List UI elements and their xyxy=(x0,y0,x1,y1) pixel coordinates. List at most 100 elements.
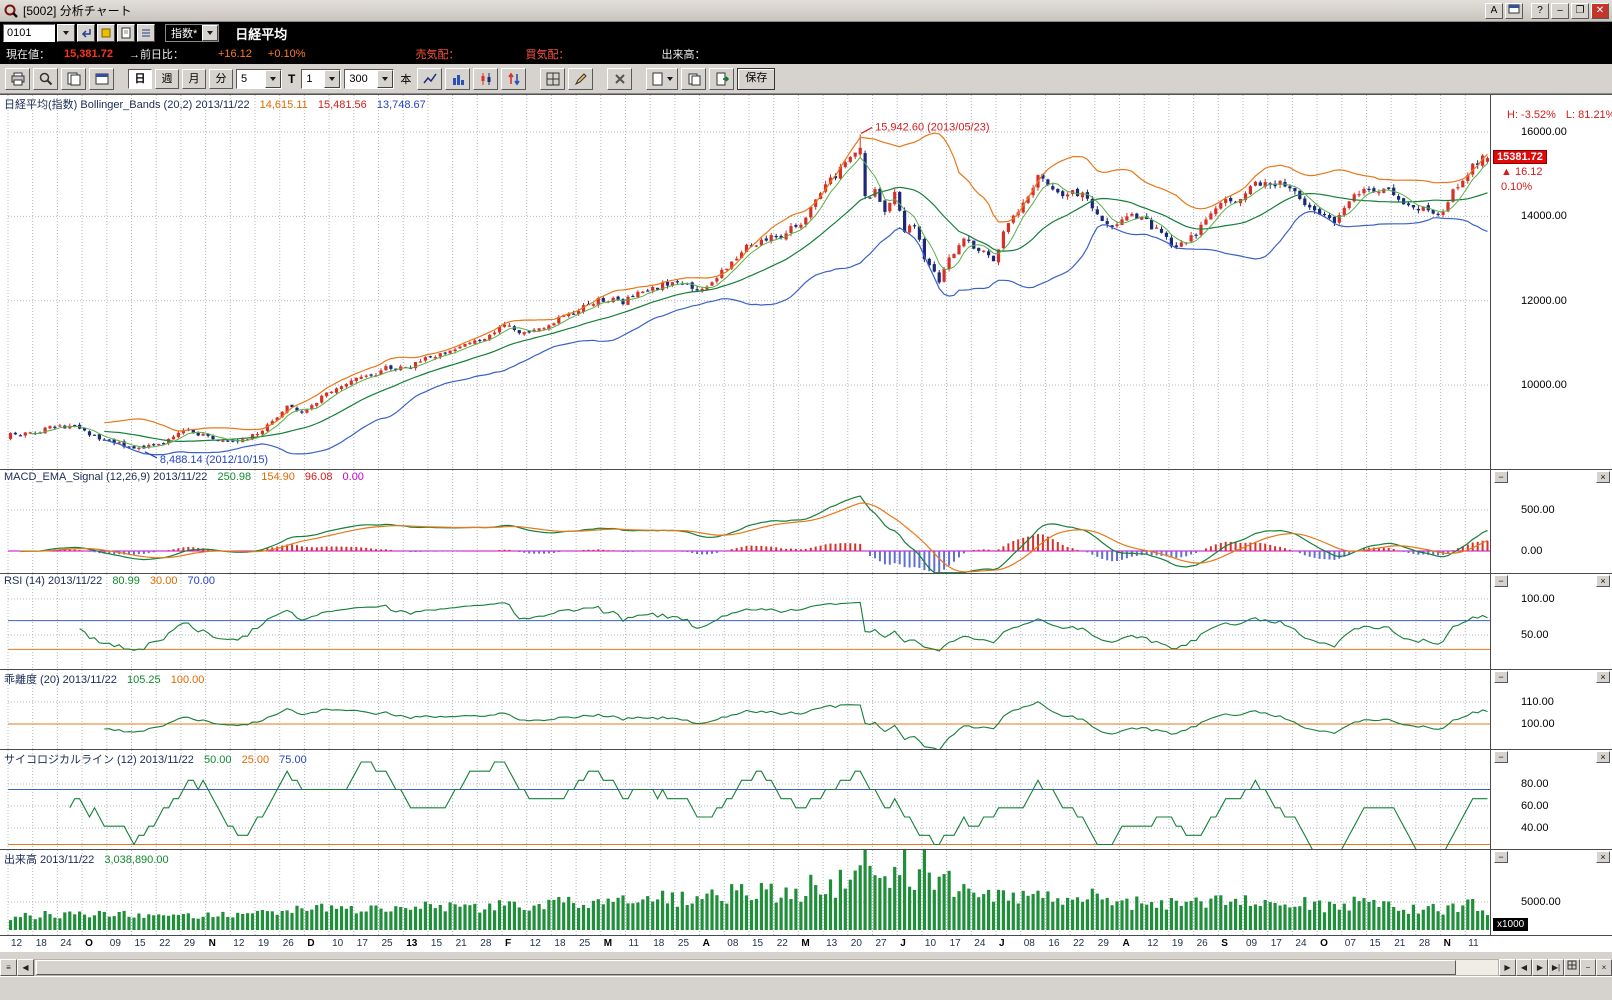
template-copy-button[interactable] xyxy=(681,67,707,90)
scroll-right-button[interactable]: ▶ xyxy=(1499,959,1516,976)
y-tick-label: 16000.00 xyxy=(1521,126,1567,139)
panel-close-button[interactable]: × xyxy=(1596,575,1610,587)
tick-label: T xyxy=(288,71,296,86)
erase-drawing-button[interactable] xyxy=(607,67,633,90)
x-axis-label: 18 xyxy=(653,938,665,949)
price-panel-title: 日経平均(指数) Bollinger_Bands (20,2) 2013/11/… xyxy=(4,99,250,111)
page-arrow-icon xyxy=(716,72,729,85)
panel-close-button[interactable]: × xyxy=(1596,671,1610,683)
panel-close-button[interactable]: × xyxy=(1596,471,1610,483)
x-axis-label: 24 xyxy=(1295,938,1307,949)
close-button[interactable]: ✕ xyxy=(1591,2,1609,19)
restore-button[interactable]: ❐ xyxy=(1571,2,1589,19)
category-select-value: 指数* xyxy=(171,28,198,40)
macd-zero-value: 0.00 xyxy=(342,471,364,483)
unit-select[interactable]: 1 xyxy=(301,68,342,89)
panel-kairi: 乖離度 (20) 2013/11/22 105.25 100.00 − × 11… xyxy=(0,669,1612,749)
psychological-high-level-value: 75.00 xyxy=(279,754,307,766)
y-tick-label: 50.00 xyxy=(1521,629,1549,641)
y-tick-label: 40.00 xyxy=(1521,822,1549,834)
panel-collapse-button[interactable]: − xyxy=(1494,575,1508,587)
template-load-button[interactable] xyxy=(646,67,679,90)
x-axis-label: 22 xyxy=(1073,938,1085,949)
price-chart[interactable]: 15,942.60 (2013/05/23) 8,488.14 (2012/10/… xyxy=(0,95,1490,469)
layout-grid-button[interactable] xyxy=(1564,959,1580,976)
macd-chart[interactable] xyxy=(0,470,1490,573)
ask-label: 売気配： xyxy=(415,49,460,61)
minimize-button[interactable]: – xyxy=(1551,2,1569,19)
draw-button[interactable] xyxy=(568,67,594,90)
print-button[interactable] xyxy=(5,67,30,90)
x-axis-label: 08 xyxy=(1023,938,1035,949)
x-axis-label: N xyxy=(208,938,216,949)
minute-freq-select[interactable]: 5 xyxy=(236,68,282,89)
chevron-down-icon xyxy=(207,31,214,35)
scroll-grip[interactable]: ≡ xyxy=(0,959,17,976)
tab-daily[interactable]: 日 xyxy=(128,68,152,89)
panel-price: 15,942.60 (2013/05/23) 8,488.14 (2012/10/… xyxy=(0,95,1612,469)
compare-button[interactable] xyxy=(501,67,527,90)
high-annotation: 15,942.60 (2013/05/23) xyxy=(875,121,989,133)
x-axis-label: 12 xyxy=(11,938,23,949)
psychological-panel-title: サイコロジカルライン (12) 2013/11/22 xyxy=(4,754,194,766)
app-logo-icon xyxy=(3,3,19,19)
grid-toggle-button[interactable] xyxy=(540,67,566,90)
template-export-button[interactable] xyxy=(709,67,735,90)
chevron-down-icon xyxy=(270,76,276,81)
code-dropdown-button[interactable] xyxy=(57,24,75,42)
y-tick-label: 100.00 xyxy=(1521,593,1555,605)
x-axis-label: 15 xyxy=(752,938,764,949)
new-window-button[interactable] xyxy=(89,67,114,90)
tab-minute[interactable]: 分 xyxy=(209,68,233,89)
font-size-button[interactable]: A xyxy=(1485,2,1503,19)
panel-layout-close-button[interactable]: × xyxy=(1596,959,1612,976)
page-left-button[interactable]: ◀ xyxy=(1516,959,1532,976)
psychological-chart[interactable] xyxy=(0,750,1490,849)
panel-collapse-button[interactable]: − xyxy=(1494,471,1508,483)
x-axis-label: D xyxy=(307,938,315,949)
volume-chart[interactable] xyxy=(0,850,1490,935)
go-to-end-button[interactable]: ▶| xyxy=(1548,959,1564,976)
symbol-code-input[interactable] xyxy=(3,24,55,42)
panel-collapse-button[interactable]: − xyxy=(1494,751,1508,763)
help-button[interactable]: ? xyxy=(1531,2,1549,19)
zoom-button[interactable] xyxy=(33,67,58,90)
tab-monthly[interactable]: 月 xyxy=(182,68,206,89)
current-price-value: 15,381.72 xyxy=(64,48,113,60)
x-axis-label: 08 xyxy=(727,938,739,949)
page-right-button[interactable]: ▶ xyxy=(1532,959,1548,976)
x-icon xyxy=(615,73,625,84)
rsi-chart[interactable] xyxy=(0,574,1490,669)
memo-button[interactable] xyxy=(117,24,135,42)
bar-count-select[interactable]: 300 xyxy=(344,68,395,89)
favorites-button[interactable] xyxy=(97,24,115,42)
y-tick-label: 60.00 xyxy=(1521,800,1549,812)
panel-collapse-button[interactable]: − xyxy=(1494,851,1508,863)
chart-type-candle-button[interactable] xyxy=(473,67,499,90)
psychological-low-level-value: 25.00 xyxy=(241,754,270,766)
chart-type-line-button[interactable] xyxy=(417,67,443,90)
scroll-left-button[interactable]: ◀ xyxy=(17,959,34,976)
chart-type-bar-button[interactable] xyxy=(445,67,471,90)
apply-symbol-button[interactable] xyxy=(77,24,95,42)
window-mode-button[interactable] xyxy=(1505,2,1523,19)
scrollbar-track[interactable] xyxy=(34,959,1499,976)
unit-value: 1 xyxy=(306,72,313,85)
list-button[interactable] xyxy=(137,24,155,42)
magnifier-icon xyxy=(39,72,52,85)
zoom-out-button[interactable]: − xyxy=(1580,959,1596,976)
volume-value: 3,038,890.00 xyxy=(104,854,169,866)
save-button[interactable]: 保存 xyxy=(737,67,776,90)
panel-close-button[interactable]: × xyxy=(1596,851,1610,863)
panel-collapse-button[interactable]: − xyxy=(1494,671,1508,683)
tab-weekly[interactable]: 週 xyxy=(155,68,179,89)
chevron-down-icon xyxy=(667,76,674,81)
page-icon xyxy=(652,72,663,85)
minute-freq-value: 5 xyxy=(241,72,248,85)
x-axis-label: 09 xyxy=(109,938,121,949)
category-select[interactable]: 指数* xyxy=(165,24,220,42)
scrollbar-thumb[interactable] xyxy=(36,960,1456,975)
copy-chart-button[interactable] xyxy=(61,67,86,90)
kairi-chart[interactable] xyxy=(0,670,1490,749)
panel-close-button[interactable]: × xyxy=(1596,751,1610,763)
